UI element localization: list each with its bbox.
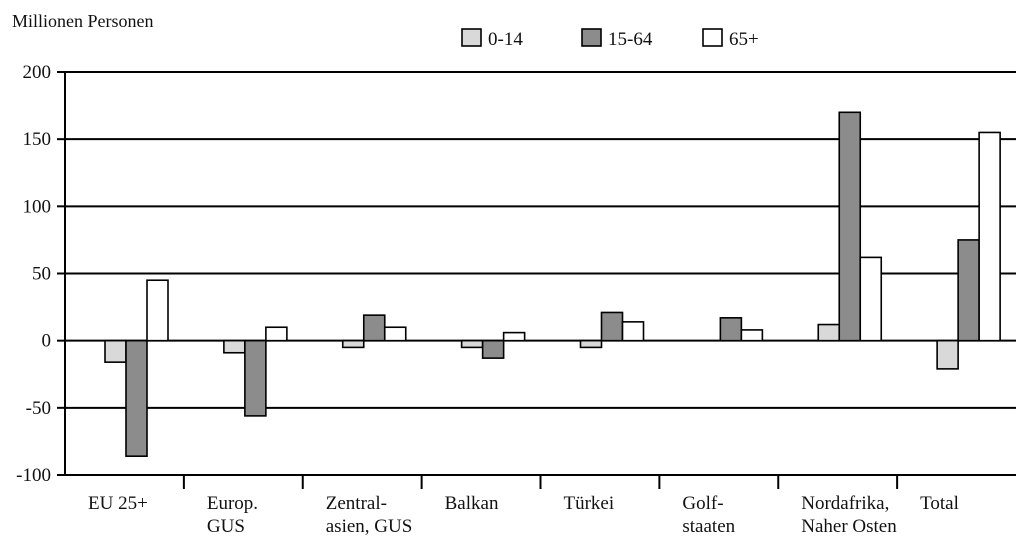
y-tick-label: 200 [23,62,52,83]
x-tick-label-line: EU 25+ [88,493,148,514]
bar-0-14-2 [341,339,365,349]
bar-0-14-0 [104,339,127,363]
y-tick-label: 50 [32,264,51,285]
bar-0-14-6 [817,323,841,342]
y-axis-label: Millionen Personen [12,11,154,31]
x-tick-label-line: Nordafrika, [801,493,889,514]
x-tick-label: Balkan [445,493,499,514]
x-tick-label-line: staaten [682,516,735,537]
x-axis-ticks: EU 25+ Europ. GUS Zentral-asien, GUS Balkan T… [88,493,959,537]
y-tick-label: 0 [42,331,52,352]
bar-15-64-6 [838,111,862,342]
bar-15-64-0 [125,339,148,457]
bar-65+-6 [859,256,883,342]
bar-65+-4 [621,321,645,342]
bar-65+-5 [740,329,764,342]
y-tick-label: -100 [16,465,51,486]
axes [57,71,1016,489]
x-tick-label: Nordafrika, Naher Osten [801,493,897,537]
bar-15-64-1 [244,339,267,417]
x-tick-label: Europ. GUS [207,493,258,537]
legend: 0-14 15-64 65+ [461,28,759,50]
y-tick-label: -50 [26,398,51,419]
y-tick-label: 150 [23,129,52,150]
y-tick-label: 100 [23,196,52,217]
legend-swatch-65+ [702,28,723,47]
bar-65+-3 [502,331,526,342]
x-tick-label-line: Europ. [207,493,258,514]
bars [104,111,1001,457]
bar-15-64-5 [719,317,743,342]
legend-swatch-0-14 [461,28,482,47]
x-tick-label-line: Naher Osten [801,516,897,537]
x-tick-label-line: asien, GUS [326,516,413,537]
x-tick-label: Golf-staaten [682,493,735,537]
bar-65+-0 [146,279,169,342]
x-tick-label: Zentral-asien, GUS [326,493,413,537]
y-axis-ticks: 200 150 100 50 0 -50 -100 [16,62,51,486]
bar-0-14-1 [223,339,246,354]
legend-label: 15-64 [608,29,653,50]
gridlines [65,71,1016,409]
bar-65+-1 [265,326,288,342]
bar-0-14-7 [936,339,959,370]
x-tick-label-line: Zentral- [326,493,387,514]
legend-swatch-15-64 [581,28,602,47]
bar-15-64-4 [600,311,624,342]
x-tick-label-line: GUS [207,516,245,537]
x-tick-label-line: Balkan [445,493,499,514]
bar-0-14-4 [579,339,603,349]
x-tick-label-line: Total [920,493,959,514]
bar-15-64-7 [957,239,980,342]
legend-label: 0-14 [488,29,523,50]
x-tick-label: EU 25+ [88,493,148,514]
bar-15-64-2 [362,314,386,342]
x-tick-label: Total [920,493,959,514]
x-tick-label-line: Golf- [682,493,723,514]
bar-65+-7 [978,131,1001,342]
legend-label: 65+ [729,29,759,50]
bar-15-64-3 [481,339,505,359]
x-tick-label-line: Türkei [564,493,615,514]
bar-65+-2 [383,326,407,342]
x-tick-label: Türkei [564,493,615,514]
bar-0-14-3 [460,339,484,349]
